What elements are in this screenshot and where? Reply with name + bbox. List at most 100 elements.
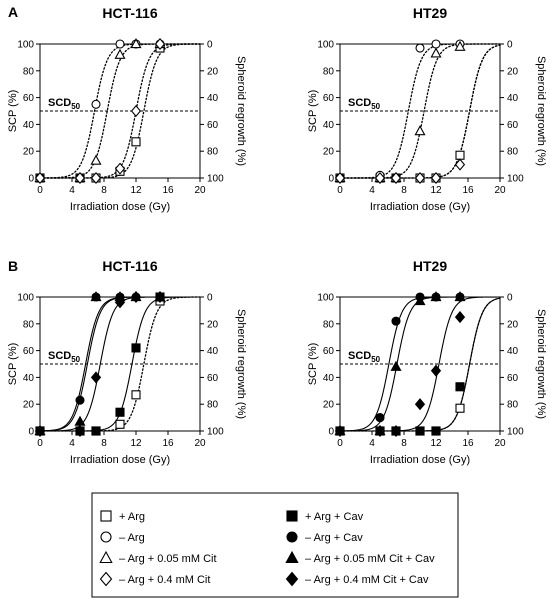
legend-label: + Arg + Cav xyxy=(305,511,364,523)
y2-tick-label: 60 xyxy=(507,373,519,384)
y-tick-label: 80 xyxy=(23,66,35,77)
data-point xyxy=(114,48,126,59)
data-point xyxy=(415,43,425,53)
y2-tick-label: 20 xyxy=(207,319,219,330)
y-axis-label: SCP (%) xyxy=(7,90,19,133)
y2-tick-label: 0 xyxy=(507,293,513,304)
legend-marker xyxy=(286,510,298,522)
x-axis-label: Irradiation dose (Gy) xyxy=(370,454,470,466)
data-point xyxy=(74,171,86,185)
data-point xyxy=(374,424,386,438)
data-point xyxy=(115,407,125,417)
y-tick-label: 40 xyxy=(23,373,35,384)
y-tick-label: 0 xyxy=(328,174,334,185)
data-point xyxy=(90,171,102,185)
y-tick-label: 60 xyxy=(23,93,35,104)
x-tick-label: 4 xyxy=(69,438,75,449)
fit-curve xyxy=(340,297,501,432)
legend-label: – Arg + 0.05 mM Cit xyxy=(119,553,217,565)
x-tick-label: 8 xyxy=(101,185,107,196)
data-point xyxy=(114,296,126,309)
data-point xyxy=(430,171,442,185)
y-tick-label: 100 xyxy=(17,293,34,304)
x-tick-label: 4 xyxy=(369,185,375,196)
data-point xyxy=(454,311,466,324)
fit-curve xyxy=(339,44,501,179)
y-tick-label: 60 xyxy=(23,346,35,357)
legend-marker xyxy=(285,550,299,564)
data-point xyxy=(90,371,102,384)
data-point xyxy=(130,104,142,118)
y2-tick-label: 20 xyxy=(207,66,219,77)
data-point xyxy=(414,295,426,306)
legend-box xyxy=(91,492,459,598)
x-tick-label: 0 xyxy=(37,438,43,449)
x-tick-label: 16 xyxy=(162,438,174,449)
y-tick-label: 80 xyxy=(323,66,335,77)
y2-tick-label: 40 xyxy=(207,346,219,357)
x-tick-label: 0 xyxy=(337,185,343,196)
data-point xyxy=(34,424,46,438)
x-tick-label: 4 xyxy=(369,438,375,449)
x-axis-label: Irradiation dose (Gy) xyxy=(70,201,170,213)
legend-marker xyxy=(99,550,113,564)
data-point xyxy=(74,424,86,438)
data-point xyxy=(131,343,141,353)
legend-marker xyxy=(100,531,112,543)
legend-label: – Arg + 0.4 mM Cit xyxy=(119,574,210,586)
y-tick-label: 20 xyxy=(323,400,335,411)
x-tick-label: 16 xyxy=(462,438,474,449)
y2-tick-label: 60 xyxy=(207,373,219,384)
y-tick-label: 20 xyxy=(23,147,35,158)
chart-b-hct116: HCT-116 0 4 8 12 16 20 0 20 40 60 80 100 100 80 60 40 20 0… xyxy=(7,258,247,466)
x-tick-label: 12 xyxy=(130,438,142,449)
y-tick-label: 0 xyxy=(28,174,34,185)
data-point xyxy=(431,426,441,436)
x-tick-label: 12 xyxy=(130,185,142,196)
data-point xyxy=(454,40,466,51)
y2-tick-label: 60 xyxy=(507,120,519,131)
chart-title: HT29 xyxy=(413,5,447,21)
data-point xyxy=(455,403,465,413)
x-tick-label: 8 xyxy=(401,438,407,449)
y2-axis-label: Spheroid regrowth (%) xyxy=(535,56,547,166)
data-point xyxy=(154,290,166,304)
legend-label: – Arg xyxy=(119,532,145,544)
legend-marker xyxy=(100,510,112,522)
fit-curve xyxy=(339,44,501,179)
data-point xyxy=(430,364,442,377)
fit-curve xyxy=(340,296,500,432)
data-point xyxy=(74,415,86,426)
legend-marker xyxy=(99,571,113,587)
data-point xyxy=(334,171,346,185)
y2-tick-label: 0 xyxy=(507,40,513,51)
x-tick-label: 20 xyxy=(194,438,206,449)
data-point xyxy=(430,47,442,58)
data-point xyxy=(390,171,402,185)
data-point xyxy=(334,424,346,438)
y-tick-label: 80 xyxy=(323,319,335,330)
data-point xyxy=(414,398,426,411)
legend-label: – Arg + Cav xyxy=(305,532,363,544)
data-point xyxy=(454,291,466,302)
y-tick-label: 0 xyxy=(328,427,334,438)
y-axis-label: SCP (%) xyxy=(307,90,319,133)
data-point xyxy=(430,291,442,302)
data-point xyxy=(131,390,141,400)
y2-tick-label: 100 xyxy=(207,427,224,438)
data-point xyxy=(454,158,466,171)
panel-label-a: A xyxy=(8,4,18,20)
y2-tick-label: 0 xyxy=(207,40,213,51)
fit-curve xyxy=(339,297,501,432)
x-tick-label: 12 xyxy=(430,438,442,449)
y2-tick-label: 100 xyxy=(207,174,224,185)
data-point xyxy=(455,382,465,392)
y2-tick-label: 40 xyxy=(207,93,219,104)
data-point xyxy=(374,171,386,185)
y2-tick-label: 100 xyxy=(507,174,524,185)
y2-tick-label: 20 xyxy=(507,319,519,330)
data-point xyxy=(34,171,46,185)
y-tick-label: 20 xyxy=(323,147,335,158)
data-point xyxy=(154,37,166,51)
data-point xyxy=(390,424,402,438)
